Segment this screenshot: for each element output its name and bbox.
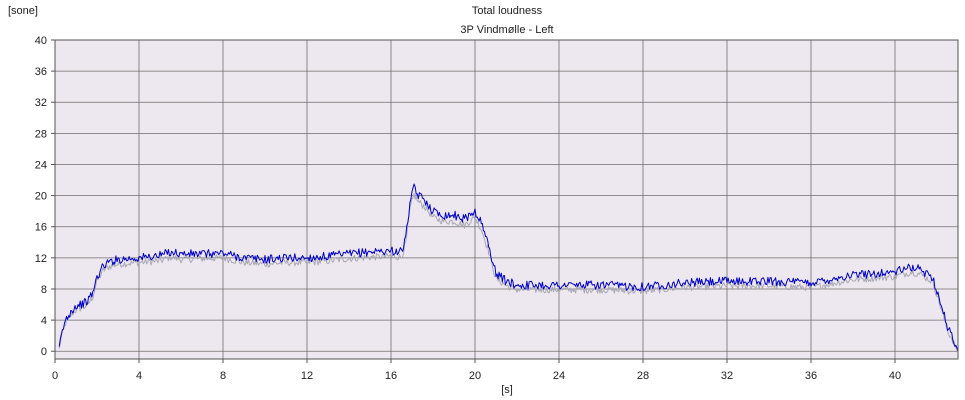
y-tick-label: 16 [35, 222, 47, 234]
x-tick-label: 16 [385, 370, 397, 382]
x-tick-label: 20 [469, 370, 481, 382]
series-layer [58, 183, 959, 353]
x-tick-label: 32 [721, 370, 733, 382]
plot-border [54, 39, 959, 360]
chart-subtitle: 3P Vindmølle - Left [460, 24, 553, 36]
x-axis: 0 4 8 12 16 20 24 28 32 36 40 [52, 359, 901, 382]
series-line [58, 193, 959, 353]
y-tick-label: 24 [35, 159, 47, 171]
x-tick-label: 24 [553, 370, 565, 382]
y-tick-label: 4 [41, 315, 47, 327]
y-tick-label: 20 [35, 191, 47, 203]
x-tick-label: 36 [805, 370, 817, 382]
x-tick-label: 12 [301, 370, 313, 382]
y-tick-label: 8 [41, 284, 47, 296]
y-axis-unit-label: [sone] [8, 5, 38, 17]
y-tick-label: 36 [35, 66, 47, 78]
x-tick-label: 0 [52, 370, 58, 382]
series-line [58, 183, 959, 352]
x-axis-unit-label: [s] [501, 384, 513, 396]
y-tick-label: 0 [41, 346, 47, 358]
x-tick-label: 8 [220, 370, 226, 382]
y-tick-label: 32 [35, 97, 47, 109]
y-tick-label: 40 [35, 35, 47, 47]
y-tick-label: 12 [35, 253, 47, 265]
plot-area [55, 40, 958, 359]
y-axis: 0 4 8 12 16 20 24 28 32 36 40 [35, 35, 55, 358]
x-tick-label: 4 [136, 370, 142, 382]
chart-title: Total loudness [472, 5, 543, 17]
x-tick-label: 40 [889, 370, 901, 382]
x-tick-label: 28 [637, 370, 649, 382]
y-tick-label: 28 [35, 128, 47, 140]
